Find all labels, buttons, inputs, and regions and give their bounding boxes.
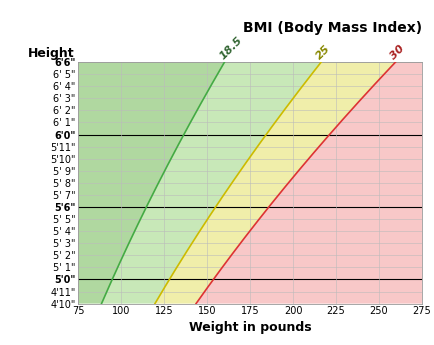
- X-axis label: Weight in pounds: Weight in pounds: [188, 321, 311, 334]
- Text: Height: Height: [28, 47, 75, 60]
- Text: 18.5: 18.5: [217, 35, 243, 62]
- Text: BMI (Body Mass Index): BMI (Body Mass Index): [242, 21, 421, 34]
- Text: 25: 25: [313, 44, 331, 62]
- Text: 30: 30: [388, 44, 405, 62]
